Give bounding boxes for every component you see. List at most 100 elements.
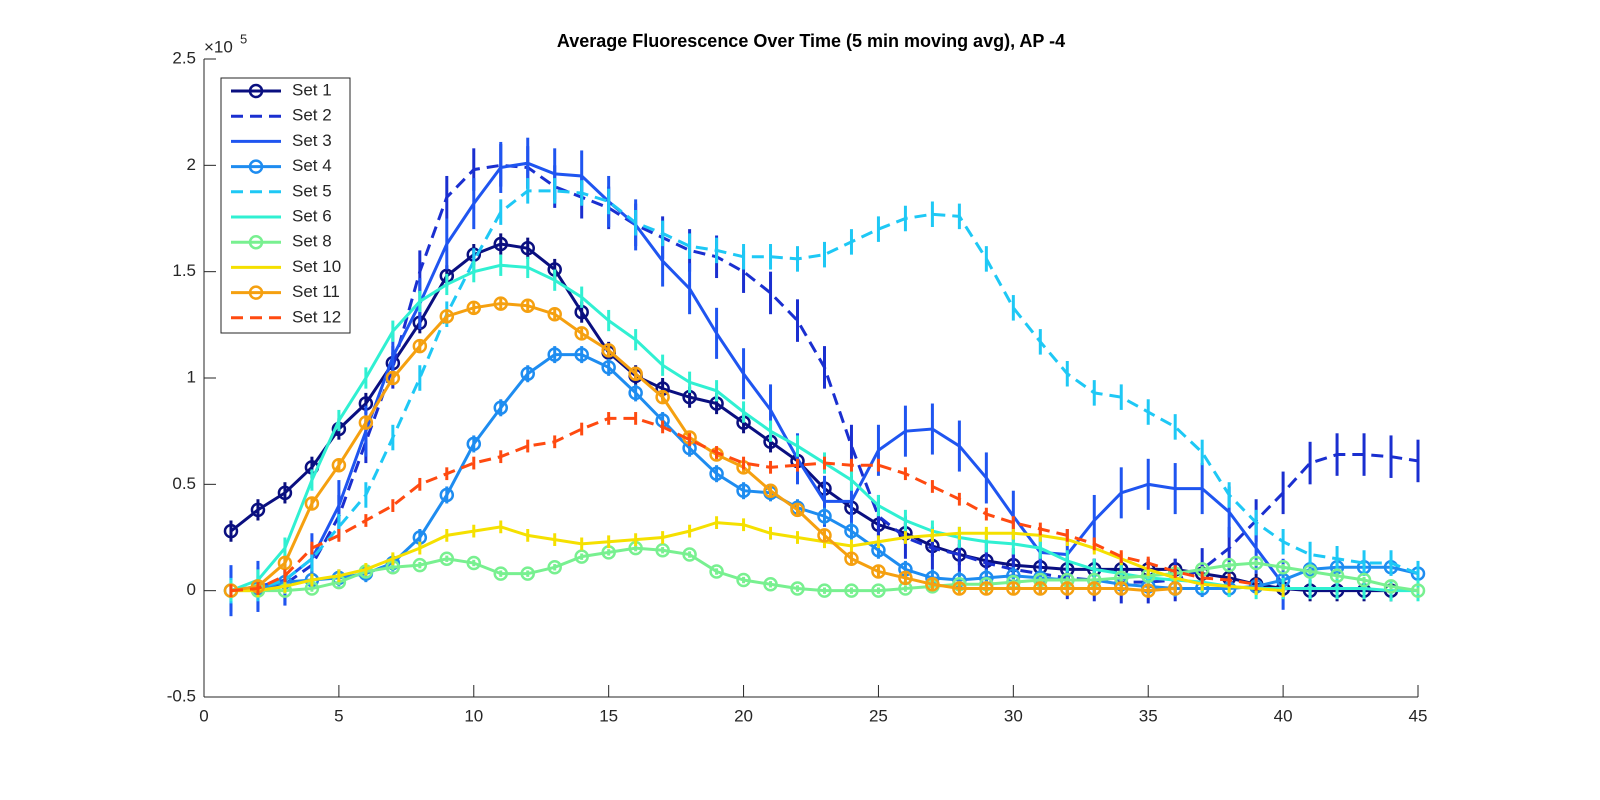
marker	[1060, 581, 1075, 596]
marker	[466, 436, 482, 452]
legend-label: Set 11	[292, 282, 340, 301]
marker	[790, 581, 805, 596]
y-exponent-power: 5	[240, 31, 247, 46]
marker	[520, 566, 535, 581]
marker	[1087, 581, 1102, 596]
marker	[655, 389, 670, 405]
marker	[439, 487, 455, 503]
marker	[331, 457, 347, 473]
marker	[466, 300, 482, 316]
marker	[412, 338, 428, 354]
legend-label: Set 1	[292, 80, 332, 99]
marker	[358, 415, 374, 430]
x-tick-label: 25	[869, 706, 888, 725]
x-tick-label: 40	[1274, 706, 1293, 725]
marker	[628, 385, 643, 401]
y-tick-label: -0.5	[167, 686, 196, 705]
marker	[1410, 583, 1426, 598]
legend-marker	[248, 159, 264, 174]
x-tick-label: 30	[1004, 706, 1023, 725]
marker	[844, 583, 859, 598]
marker	[439, 309, 455, 324]
marker	[574, 549, 589, 564]
marker	[547, 306, 562, 322]
marker	[979, 581, 994, 596]
marker	[1167, 581, 1183, 596]
marker	[790, 502, 805, 518]
marker	[1275, 560, 1291, 575]
y-tick-label: 0	[187, 580, 196, 599]
marker	[439, 551, 455, 567]
marker	[520, 298, 535, 313]
marker	[817, 528, 832, 543]
marker	[493, 296, 509, 311]
marker	[493, 236, 509, 252]
marker	[1329, 568, 1345, 584]
marker	[574, 347, 589, 362]
series-line	[230, 521, 1284, 593]
marker	[493, 400, 509, 416]
series-line	[230, 189, 1419, 593]
legend-label: Set 8	[292, 232, 332, 251]
y-exponent-base: ×10	[204, 37, 233, 56]
marker	[682, 547, 697, 562]
marker	[709, 466, 724, 481]
marker	[736, 572, 751, 588]
marker	[520, 241, 535, 256]
legend-label: Set 4	[292, 156, 332, 175]
marker	[1221, 557, 1237, 573]
marker	[223, 523, 239, 539]
y-tick-label: 1.5	[172, 261, 196, 280]
chart-title: Average Fluorescence Over Time (5 min mo…	[557, 31, 1065, 51]
marker	[844, 523, 859, 539]
marker	[1356, 572, 1372, 588]
marker	[763, 577, 778, 592]
legend-label: Set 3	[292, 131, 332, 150]
marker	[601, 343, 616, 358]
marker	[547, 347, 562, 362]
marker	[1302, 564, 1318, 579]
marker	[1383, 579, 1399, 594]
marker	[898, 570, 913, 586]
marker	[952, 581, 967, 596]
marker	[817, 508, 832, 524]
marker	[547, 560, 562, 575]
legend-label: Set 10	[292, 257, 341, 276]
marker	[925, 577, 940, 592]
marker	[466, 555, 482, 571]
marker	[277, 555, 293, 571]
marker	[817, 583, 832, 598]
y-tick-label: 2.5	[172, 48, 196, 67]
x-tick-label: 5	[334, 706, 343, 725]
x-tick-label: 35	[1139, 706, 1158, 725]
marker	[871, 583, 886, 598]
x-tick-label: 15	[599, 706, 618, 725]
legend-marker	[248, 83, 264, 99]
marker	[763, 483, 778, 498]
y-tick-label: 1	[187, 367, 196, 386]
marker	[1140, 583, 1156, 598]
x-tick-label: 45	[1409, 706, 1428, 725]
marker	[277, 485, 293, 501]
x-tick-label: 10	[464, 706, 483, 725]
marker	[1113, 581, 1129, 596]
legend-label: Set 5	[292, 181, 332, 200]
x-tick-label: 20	[734, 706, 753, 725]
series-line	[230, 161, 1285, 593]
x-tick-label: 0	[199, 706, 208, 725]
legend-box	[220, 77, 351, 334]
legend-label: Set 12	[292, 307, 341, 326]
marker	[736, 483, 751, 498]
marker	[1248, 555, 1264, 571]
marker	[601, 360, 616, 375]
marker	[250, 502, 266, 518]
marker	[412, 557, 428, 573]
marker	[1033, 581, 1048, 596]
marker	[709, 564, 724, 579]
marker	[844, 551, 859, 567]
legend-marker	[248, 285, 264, 300]
legend-label: Set 6	[292, 206, 332, 225]
legend-label: Set 2	[292, 106, 332, 125]
marker	[655, 543, 670, 558]
